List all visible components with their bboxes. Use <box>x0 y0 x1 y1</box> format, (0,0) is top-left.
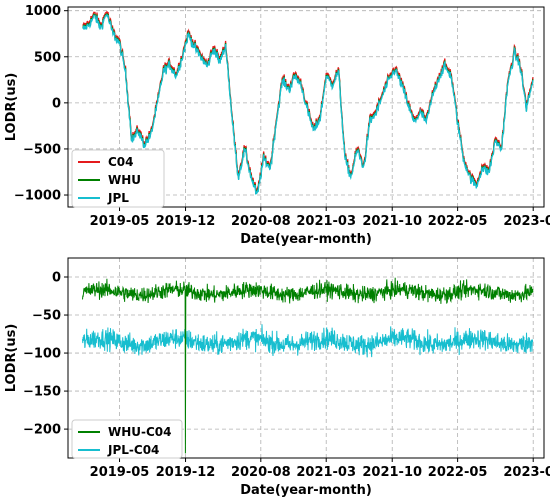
y-tick-label: −1000 <box>14 189 61 204</box>
top-panel: 2019-05 2019-12 2020-08 2021-03 2021-10 2022-… <box>4 4 550 247</box>
legend-label-whu: WHU <box>108 173 141 187</box>
bottom-panel: 2019-05 2019-12 2020-08 2021-03 2021-10 2022-… <box>4 257 550 498</box>
legend-label-jpl-c04: JPL-C04 <box>107 443 159 457</box>
x-tick-label: 2022-05 <box>428 214 488 229</box>
top-legend-box <box>71 149 165 208</box>
legend-label-c04: C04 <box>108 155 134 169</box>
series-line-jpl-c04 <box>82 324 534 358</box>
x-tick-label: 2022-05 <box>428 465 488 480</box>
top-plot-frame <box>67 6 545 208</box>
x-tick-label: 2021-10 <box>362 465 422 480</box>
top-series-lines <box>82 11 534 196</box>
x-tick-label: 2020-08 <box>231 465 291 480</box>
x-tick-label: 2021-03 <box>296 214 356 229</box>
legend-label-whu-c04: WHU-C04 <box>108 425 172 439</box>
y-tick-label: 0 <box>52 271 61 286</box>
x-tick-label: 2019-12 <box>156 214 216 229</box>
bottom-series-lines <box>82 277 534 454</box>
x-tick-label: 2021-03 <box>296 465 356 480</box>
x-tick-label: 2023-01 <box>503 465 550 480</box>
bottom-x-ticks: 2019-05 2019-12 2020-08 2021-03 2021-10 2022-… <box>90 458 550 480</box>
bottom-y-axis-label: LODR(us) <box>4 324 19 393</box>
series-line-whu-c04 <box>82 277 534 454</box>
y-tick-label: −150 <box>23 385 61 400</box>
bottom-y-ticks: −200 −150 −100 −50 0 <box>23 271 68 438</box>
series-line-jpl <box>82 14 534 196</box>
top-legend: C04 WHU JPL <box>71 149 165 208</box>
top-y-ticks: −1000 −500 0 500 1000 <box>14 4 68 204</box>
bottom-x-axis-label: Date(year-month) <box>240 483 372 498</box>
y-tick-label: −500 <box>23 142 61 157</box>
top-y-axis-label: LODR(us) <box>4 73 19 142</box>
x-tick-label: 2019-05 <box>90 214 150 229</box>
x-tick-label: 2019-12 <box>156 465 216 480</box>
top-x-axis-label: Date(year-month) <box>240 232 372 247</box>
bottom-legend: WHU-C04 JPL-C04 <box>71 419 183 459</box>
y-tick-label: −50 <box>32 309 61 324</box>
x-tick-label: 2021-10 <box>362 214 422 229</box>
bottom-legend-box <box>71 419 183 459</box>
x-tick-label: 2023-01 <box>503 214 550 229</box>
y-tick-label: −200 <box>23 423 61 438</box>
y-tick-label: 1000 <box>25 4 61 19</box>
top-x-ticks: 2019-05 2019-12 2020-08 2021-03 2021-10 2022-… <box>90 207 550 229</box>
legend-label-jpl: JPL <box>107 191 129 205</box>
x-tick-label: 2019-05 <box>90 465 150 480</box>
y-tick-label: −100 <box>23 347 61 362</box>
bottom-plot-frame <box>67 257 545 459</box>
y-tick-label: 500 <box>34 50 61 65</box>
x-tick-label: 2020-08 <box>231 214 291 229</box>
y-tick-label: 0 <box>52 96 61 111</box>
